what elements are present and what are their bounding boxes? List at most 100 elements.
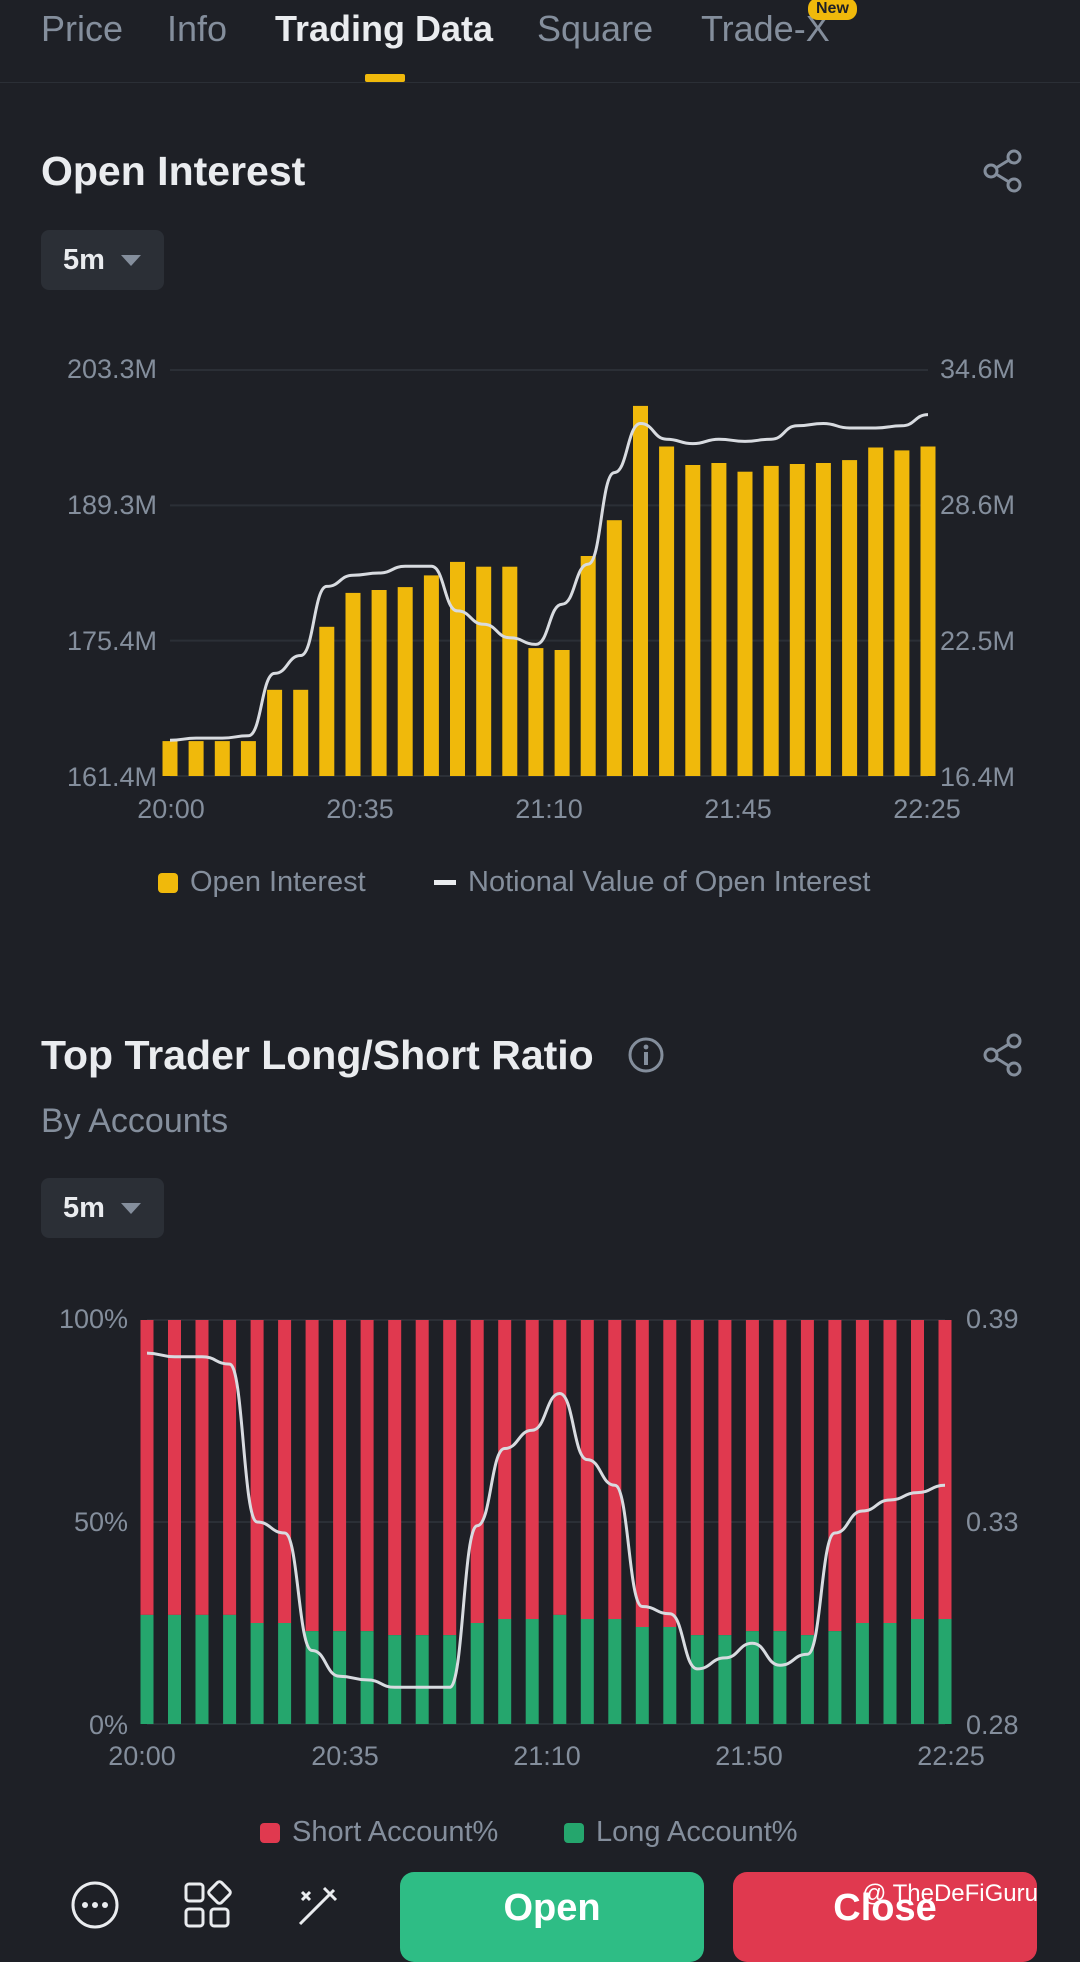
long-account-bar <box>690 1635 704 1724</box>
y-right-tick: 0.33 <box>966 1507 1019 1537</box>
x-tick: 21:10 <box>515 794 583 820</box>
apps-icon[interactable] <box>182 1880 232 1930</box>
y-right-tick: 0.28 <box>966 1710 1019 1740</box>
long-short-ratio-line <box>146 1351 946 1689</box>
long-account-bar <box>525 1619 539 1724</box>
y-left-tick: 0% <box>89 1710 128 1740</box>
watermark: @ TheDeFiGuru <box>862 1880 1038 1907</box>
tab-trading-data[interactable]: Trading Data <box>275 8 494 49</box>
open-interest-bar <box>240 741 256 776</box>
long-account-bar <box>168 1614 181 1724</box>
open-interest-bar <box>633 405 648 776</box>
long-account-bar <box>800 1635 814 1724</box>
x-tick: 20:35 <box>311 1741 379 1771</box>
open-interest-bar <box>894 450 910 776</box>
long-account-bar <box>911 1619 924 1724</box>
x-tick: 21:45 <box>704 794 772 820</box>
open-interest-bar <box>188 741 204 776</box>
x-tick: 21:50 <box>715 1741 783 1771</box>
long-account-bar <box>745 1631 759 1724</box>
interval-label: 5m <box>63 244 105 276</box>
long-account-bar <box>443 1635 457 1724</box>
short-account-bar <box>360 1320 374 1632</box>
open-interest-bar <box>293 689 309 776</box>
open-interest-bar <box>842 460 858 776</box>
tools-icon[interactable] <box>292 1880 342 1930</box>
short-account-bar <box>828 1320 842 1632</box>
open-interest-bar <box>371 590 387 776</box>
active-tab-indicator <box>365 74 405 82</box>
by-accounts-subtitle: By Accounts <box>41 1102 229 1140</box>
long-account-bar <box>828 1631 842 1724</box>
short-account-bar <box>773 1320 787 1632</box>
legend-swatch <box>564 1823 584 1843</box>
long-account-bar <box>498 1619 512 1724</box>
more-icon[interactable] <box>70 1880 120 1930</box>
open-interest-bar <box>528 648 544 776</box>
long-account-bar <box>718 1635 732 1724</box>
short-account-bar <box>195 1320 209 1615</box>
long-account-bar <box>195 1614 209 1724</box>
short-account-bar <box>911 1320 924 1619</box>
short-account-bar <box>553 1320 567 1615</box>
open-interest-bar <box>711 463 727 776</box>
interval-dropdown-open-interest[interactable]: 5m <box>41 230 164 290</box>
short-account-bar <box>690 1320 704 1636</box>
long-account-bar <box>415 1635 429 1724</box>
open-interest-bar <box>162 741 178 776</box>
open-interest-bar <box>450 561 465 776</box>
open-interest-bar <box>345 592 361 776</box>
long-account-bar <box>250 1623 264 1724</box>
legend-notional-value: Notional Value of Open Interest <box>434 866 871 899</box>
open-interest-bar <box>920 446 936 776</box>
short-account-bar <box>883 1320 897 1623</box>
open-interest-bar <box>397 587 413 776</box>
notional-value-line <box>169 413 929 742</box>
chevron-down-icon <box>121 1203 141 1214</box>
x-tick: 20:35 <box>326 794 394 820</box>
open-button[interactable]: Open <box>400 1872 704 1962</box>
open-interest-bar <box>580 556 596 776</box>
long-account-bar <box>360 1631 374 1724</box>
legend-swatch <box>260 1823 280 1843</box>
tab-info[interactable]: Info <box>167 8 228 49</box>
short-account-bar <box>415 1320 429 1636</box>
long-account-bar <box>278 1623 292 1724</box>
long-short-ratio-title: Top Trader Long/Short Ratio <box>41 1032 594 1078</box>
y-left-tick: 175.4M <box>67 626 157 656</box>
short-account-bar <box>608 1320 622 1619</box>
info-icon[interactable] <box>627 1036 665 1074</box>
interval-dropdown-long-short[interactable]: 5m <box>41 1178 164 1238</box>
long-account-bar <box>608 1619 622 1724</box>
open-interest-bar <box>502 566 518 776</box>
x-tick: 22:25 <box>893 794 961 820</box>
share-icon[interactable] <box>980 1032 1026 1078</box>
tab-price[interactable]: Price <box>41 8 124 49</box>
short-account-bar <box>223 1320 237 1615</box>
y-left-tick: 50% <box>74 1507 128 1537</box>
short-account-bar <box>718 1320 732 1636</box>
x-tick: 20:00 <box>108 1741 176 1771</box>
open-interest-bar <box>789 464 805 776</box>
short-account-bar <box>168 1320 181 1615</box>
legend-swatch <box>434 880 456 885</box>
short-account-bar <box>800 1320 814 1636</box>
short-account-bar <box>745 1320 759 1632</box>
x-tick: 21:10 <box>513 1741 581 1771</box>
long-account-bar <box>140 1614 154 1724</box>
share-icon[interactable] <box>980 148 1026 194</box>
new-badge: New <box>808 0 857 20</box>
tab-square[interactable]: Square <box>537 8 654 49</box>
interval-label: 5m <box>63 1192 105 1224</box>
long-short-ratio-chart: 100% 50% 0% 0.39 0.33 0.28 20:00 20:35 2… <box>59 1304 1019 1771</box>
open-interest-title: Open Interest <box>41 148 306 194</box>
short-account-bar <box>525 1320 539 1619</box>
long-account-bar <box>855 1623 869 1724</box>
short-account-bar <box>663 1320 677 1627</box>
open-interest-bar <box>685 465 701 776</box>
y-left-tick: 189.3M <box>67 490 157 520</box>
short-account-bar <box>333 1320 347 1632</box>
short-account-bar <box>855 1320 869 1623</box>
open-interest-chart: 203.3M 189.3M 175.4M 161.4M 34.6M 28.6M … <box>67 354 1015 820</box>
long-account-bar <box>470 1623 484 1724</box>
